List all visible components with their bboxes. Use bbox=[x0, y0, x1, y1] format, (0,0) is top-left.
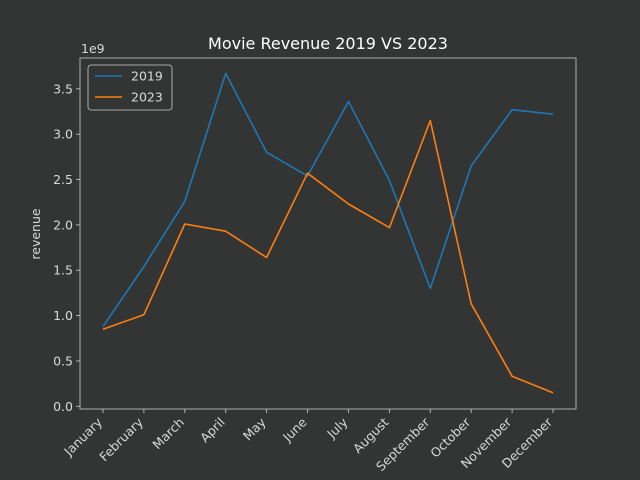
y-axis-multiplier: 1e9 bbox=[81, 41, 105, 56]
y-tick-label: 3.5 bbox=[53, 81, 73, 96]
series-lines bbox=[102, 72, 554, 394]
y-tick-label: 1.5 bbox=[53, 263, 73, 278]
y-tick-label: 0.0 bbox=[53, 399, 73, 414]
y-tick-label: 2.0 bbox=[53, 217, 73, 232]
y-tick-label: 1.0 bbox=[53, 308, 73, 323]
y-tick-label: 3.0 bbox=[53, 127, 73, 142]
legend-label: 2019 bbox=[131, 69, 163, 84]
y-axis-label: revenue bbox=[28, 208, 43, 259]
legend: 2019 2023 bbox=[87, 64, 173, 111]
series-line-2023 bbox=[102, 119, 554, 394]
series-line-2019 bbox=[102, 72, 554, 327]
legend-label: 2023 bbox=[131, 90, 163, 105]
plot-frame bbox=[79, 57, 577, 410]
y-tick-label: 0.5 bbox=[53, 353, 73, 368]
chart-title: Movie Revenue 2019 VS 2023 bbox=[208, 34, 448, 53]
y-tick-label: 2.5 bbox=[53, 172, 73, 187]
